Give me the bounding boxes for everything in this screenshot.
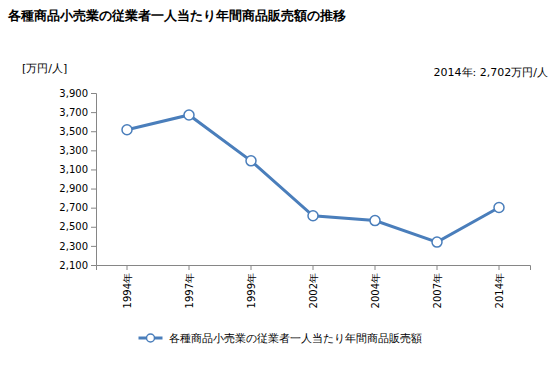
- plot: 2,100 2,300 2,500 2,700 2,900 3,100 3,300 3,500…: [59, 88, 530, 309]
- y-tick-label: 2,900: [59, 183, 88, 194]
- x-axis-line: [97, 266, 531, 271]
- x-tick: 2007年: [432, 265, 443, 308]
- y-tick: 3,100: [59, 164, 96, 175]
- y-tick-mark: [91, 265, 96, 266]
- y-tick-label: 2,300: [59, 241, 88, 252]
- marker: [308, 211, 318, 221]
- y-tick: 3,700: [59, 107, 96, 118]
- x-tick-label: 1994年: [122, 273, 133, 308]
- x-tick-mark: [127, 265, 128, 270]
- marks: [122, 110, 504, 247]
- marker: [432, 237, 442, 247]
- x-tick-mark: [499, 265, 500, 270]
- x-tick-mark: [375, 265, 376, 270]
- x-tick-mark: [437, 265, 438, 270]
- y-tick: 3,300: [59, 145, 96, 156]
- y-tick: 3,900: [59, 88, 96, 99]
- y-tick: 2,700: [59, 202, 96, 213]
- chart: 各種商品小売業の従業者一人当たり年間商品販売額の推移 [万円/人] 2014年: 2…: [0, 0, 560, 366]
- y-tick-mark: [91, 189, 96, 190]
- y-tick: 2,300: [59, 241, 96, 252]
- x-tick-label: 2014年: [494, 273, 505, 308]
- marker: [246, 156, 256, 166]
- y-tick-label: 3,500: [59, 126, 88, 137]
- y-tick-label: 3,900: [59, 88, 88, 99]
- y-tick: 2,100: [59, 260, 96, 271]
- y-tick: 2,500: [59, 221, 96, 232]
- y-tick-label: 2,500: [59, 221, 88, 232]
- x-tick: 2004年: [370, 265, 381, 308]
- annotation: 2014年: 2,702万円/人: [434, 66, 548, 79]
- x-tick: 2002年: [308, 265, 319, 308]
- marker: [370, 216, 380, 226]
- y-tick: 3,500: [59, 126, 96, 137]
- x-tick: 1994年: [122, 265, 133, 308]
- y-tick-mark: [91, 208, 96, 209]
- marker: [494, 202, 504, 212]
- marker: [122, 125, 132, 135]
- x-tick-label: 2007年: [432, 273, 443, 308]
- x-tick-label: 1997年: [184, 273, 195, 308]
- y-tick: 2,900: [59, 183, 96, 194]
- y-label: [万円/人]: [22, 62, 67, 75]
- y-tick-label: 2,100: [59, 260, 88, 271]
- line: [127, 115, 499, 242]
- y-tick-label: 3,300: [59, 145, 88, 156]
- y-tick-mark: [91, 150, 96, 151]
- marker: [184, 110, 194, 120]
- y-tick-mark: [91, 131, 96, 132]
- legend-item: 各種商品小売業の従業者一人当たり年間商品販売額: [139, 332, 422, 345]
- x-axis: 1994年 1997年 1999年 2002年 2004年 2007年 2014年: [97, 265, 531, 308]
- y-tick-label: 2,700: [59, 202, 88, 213]
- y-tick-mark: [91, 227, 96, 228]
- x-tick-label: 2004年: [370, 273, 381, 308]
- x-tick-mark: [189, 265, 190, 270]
- x-tick-mark: [251, 265, 252, 270]
- x-tick-label: 2002年: [308, 273, 319, 308]
- legend-label: 各種商品小売業の従業者一人当たり年間商品販売額: [169, 332, 422, 345]
- y-tick-mark: [91, 169, 96, 170]
- legend-marker: [147, 334, 155, 342]
- y-tick-label: 3,100: [59, 164, 88, 175]
- y-axis: 2,100 2,300 2,500 2,700 2,900 3,100 3,300 3,500…: [59, 88, 96, 271]
- legend: 各種商品小売業の従業者一人当たり年間商品販売額: [139, 332, 422, 345]
- x-tick: 2014年: [494, 265, 505, 308]
- x-tick-label: 1999年: [246, 273, 257, 308]
- y-tick-mark: [91, 112, 96, 113]
- x-tick: 1997年: [184, 265, 195, 308]
- x-tick-mark: [313, 265, 314, 270]
- y-tick-mark: [91, 93, 96, 94]
- title: 各種商品小売業の従業者一人当たり年間商品販売額の推移: [7, 8, 346, 23]
- x-tick: 1999年: [246, 265, 257, 308]
- y-tick-label: 3,700: [59, 107, 88, 118]
- y-axis-line: [91, 94, 97, 266]
- y-tick-mark: [91, 246, 96, 247]
